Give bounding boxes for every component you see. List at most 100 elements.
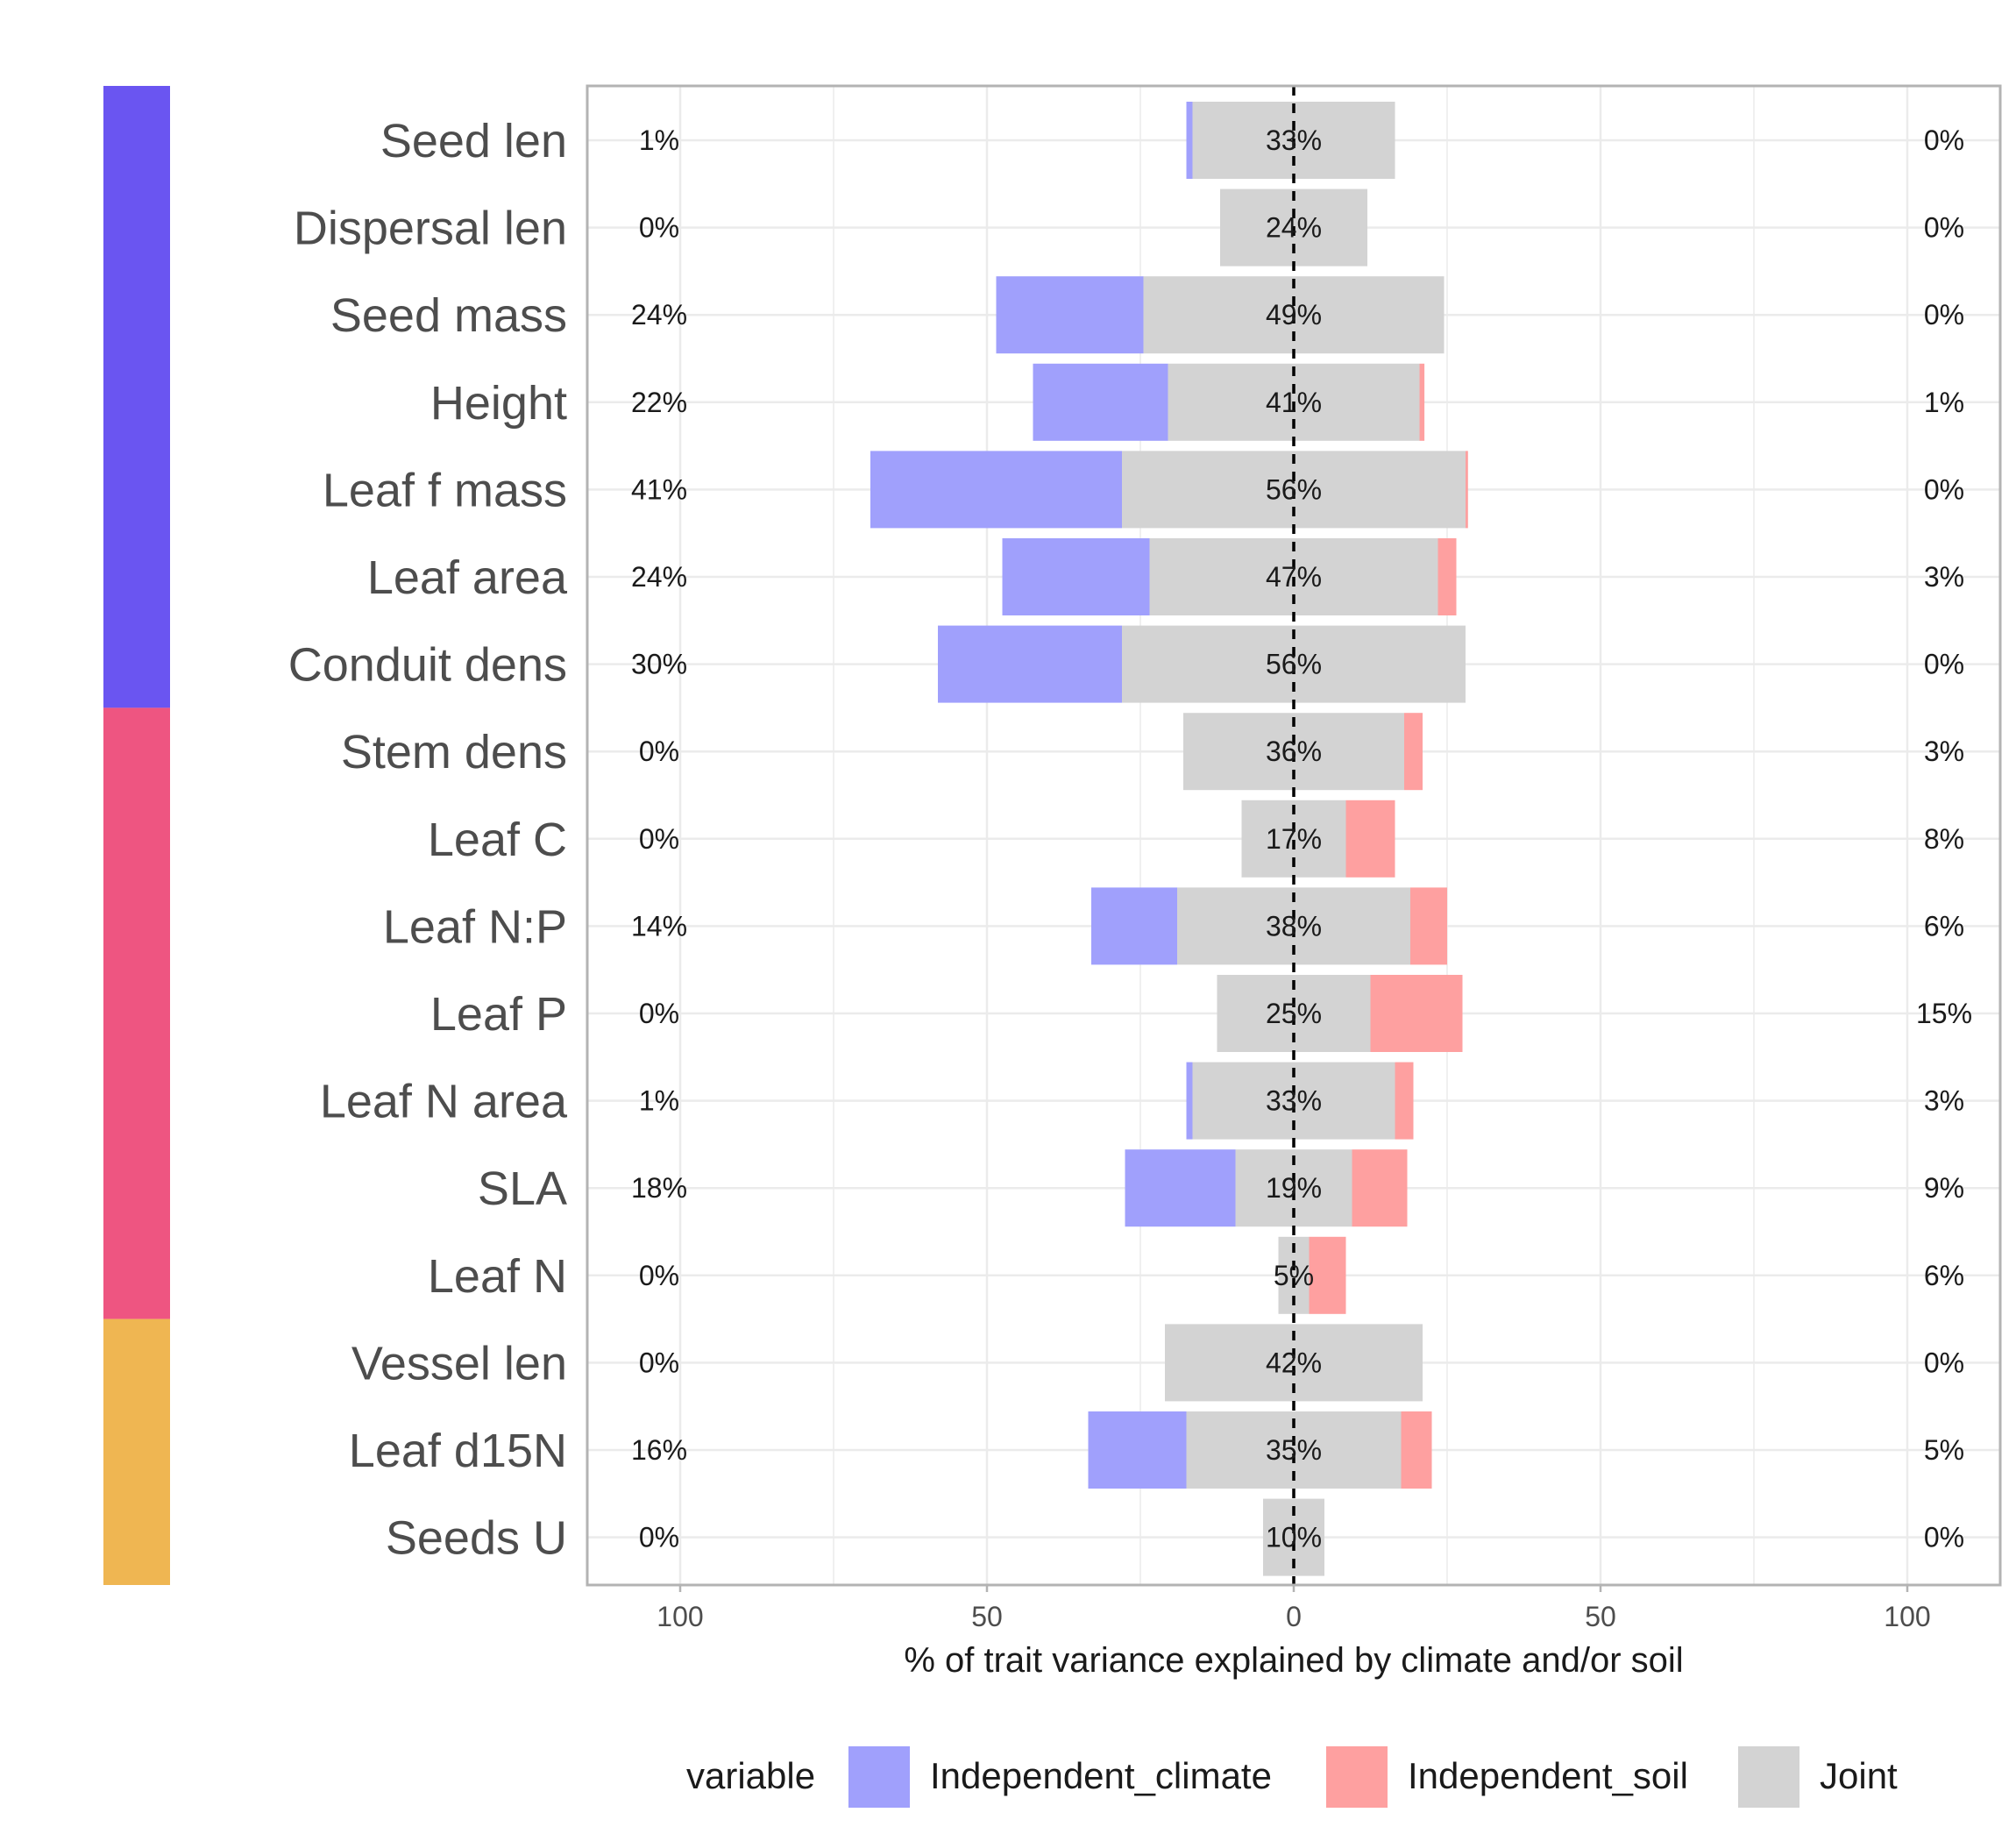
soil-percent-label: 0%: [1924, 1522, 1964, 1553]
group-color-band: [103, 1319, 170, 1585]
joint-percent-label: 10%: [1266, 1522, 1322, 1553]
bar-independent-climate: [938, 625, 1122, 703]
bar-independent-soil: [1345, 800, 1395, 878]
soil-percent-label: 5%: [1924, 1434, 1964, 1466]
soil-percent-label: 15%: [1916, 998, 1972, 1029]
bar-independent-climate: [1186, 102, 1193, 179]
legend-label-climate: Independent_climate: [930, 1755, 1272, 1796]
trait-label: SLA: [478, 1162, 567, 1215]
soil-percent-label: 6%: [1924, 1260, 1964, 1291]
joint-percent-label: 25%: [1266, 998, 1322, 1029]
joint-percent-label: 38%: [1266, 910, 1322, 942]
joint-percent-label: 47%: [1266, 561, 1322, 593]
climate-percent-label: 0%: [639, 736, 679, 767]
climate-percent-label: 24%: [631, 299, 687, 331]
soil-percent-label: 9%: [1924, 1172, 1964, 1204]
x-tick-label: 0: [1286, 1601, 1302, 1632]
trait-label: Leaf C: [428, 814, 567, 866]
climate-percent-label: 41%: [631, 473, 687, 505]
legend-items: Independent_climate Independent_soil Joint: [848, 1746, 1898, 1808]
trait-label: Seed len: [380, 115, 567, 167]
x-axis-title: % of trait variance explained by climate…: [904, 1641, 1683, 1680]
soil-percent-label: 0%: [1924, 124, 1964, 156]
group-color-band: [103, 86, 170, 708]
trait-labels: Seed len Dispersal len Seed mass Height Leaf…: [288, 115, 568, 1565]
soil-percent-label: 8%: [1924, 823, 1964, 855]
bar-independent-soil: [1404, 713, 1423, 791]
joint-percent-label: 19%: [1266, 1172, 1322, 1204]
joint-percent-label: 35%: [1266, 1434, 1322, 1466]
x-tick-label: 50: [971, 1601, 1003, 1632]
joint-percent-label: 33%: [1266, 1085, 1322, 1117]
joint-percent-label: 36%: [1266, 736, 1322, 767]
trait-label: Seeds U: [386, 1512, 567, 1565]
climate-percent-label: 24%: [631, 561, 687, 593]
climate-percent-label: 16%: [631, 1434, 687, 1466]
soil-percent-label: 1%: [1924, 387, 1964, 418]
soil-percent-label: 3%: [1924, 561, 1964, 593]
x-axis-ticks: 100 50 0 50 100: [657, 1585, 1931, 1632]
bar-independent-soil: [1370, 975, 1463, 1052]
climate-percent-label: 0%: [639, 998, 679, 1029]
climate-percent-label: 14%: [631, 910, 687, 942]
legend: variable Independent_climate Independent_…: [686, 1746, 1898, 1808]
climate-percent-label: 0%: [639, 212, 679, 244]
joint-percent-label: 42%: [1266, 1347, 1322, 1378]
trait-label: Leaf N area: [320, 1076, 568, 1128]
bar-independent-climate: [1002, 538, 1150, 615]
soil-percent-label: 6%: [1924, 910, 1964, 942]
bar-independent-climate: [1088, 1411, 1187, 1489]
trait-label: Vessel len: [351, 1337, 567, 1390]
trait-label: Seed mass: [330, 289, 567, 342]
bar-independent-soil: [1410, 887, 1447, 965]
bar-independent-soil: [1419, 363, 1425, 441]
climate-percent-label: 1%: [639, 124, 679, 156]
trait-label: Leaf area: [367, 551, 568, 604]
trait-group-color-strip: [103, 86, 170, 1585]
x-tick-label: 100: [657, 1601, 703, 1632]
joint-percent-label: 33%: [1266, 124, 1322, 156]
bar-independent-soil: [1352, 1149, 1408, 1227]
soil-percent-label: 0%: [1924, 473, 1964, 505]
soil-percent-label: 0%: [1924, 649, 1964, 680]
bar-independent-soil: [1309, 1236, 1346, 1314]
climate-percent-label: 30%: [631, 649, 687, 680]
joint-percent-label: 56%: [1266, 473, 1322, 505]
soil-percent-label: 3%: [1924, 736, 1964, 767]
climate-percent-label: 1%: [639, 1085, 679, 1117]
trait-label: Conduit dens: [288, 639, 567, 692]
legend-title: variable: [686, 1755, 815, 1796]
bar-independent-climate: [1033, 363, 1168, 441]
trait-label: Height: [430, 377, 567, 430]
joint-percent-label: 5%: [1274, 1260, 1314, 1291]
legend-key-soil: [1326, 1746, 1388, 1808]
percent-labels: 1% 33% 0% 0% 24% 0% 24% 49% 0% 22% 41% 1% 41% 56% 0% 24…: [631, 124, 1972, 1553]
climate-percent-label: 18%: [631, 1172, 687, 1204]
climate-percent-label: 0%: [639, 1347, 679, 1378]
joint-percent-label: 41%: [1266, 387, 1322, 418]
legend-key-climate: [848, 1746, 910, 1808]
trait-label: Dispersal len: [294, 203, 567, 255]
joint-percent-label: 17%: [1266, 823, 1322, 855]
bar-independent-climate: [1186, 1062, 1193, 1140]
trait-label: Stem dens: [341, 726, 567, 778]
trait-label: Leaf N:P: [383, 900, 567, 953]
trait-label: Leaf f mass: [323, 464, 567, 516]
joint-percent-label: 24%: [1266, 212, 1322, 244]
bar-independent-soil: [1401, 1411, 1432, 1489]
legend-key-joint: [1738, 1746, 1799, 1808]
joint-percent-label: 56%: [1266, 649, 1322, 680]
climate-percent-label: 0%: [639, 1260, 679, 1291]
bar-independent-climate: [996, 276, 1144, 354]
bar-independent-climate: [1091, 887, 1177, 965]
plot-panel: 1% 33% 0% 0% 24% 0% 24% 49% 0% 22% 41% 1% 41% 56% 0% 24…: [586, 84, 2002, 1587]
legend-label-joint: Joint: [1820, 1755, 1898, 1796]
soil-percent-label: 0%: [1924, 212, 1964, 244]
trait-label: Leaf P: [430, 988, 567, 1041]
joint-percent-label: 49%: [1266, 299, 1322, 331]
trait-label: Leaf d15N: [349, 1425, 567, 1477]
climate-percent-label: 0%: [639, 823, 679, 855]
climate-percent-label: 22%: [631, 387, 687, 418]
bar-independent-soil: [1437, 538, 1457, 615]
